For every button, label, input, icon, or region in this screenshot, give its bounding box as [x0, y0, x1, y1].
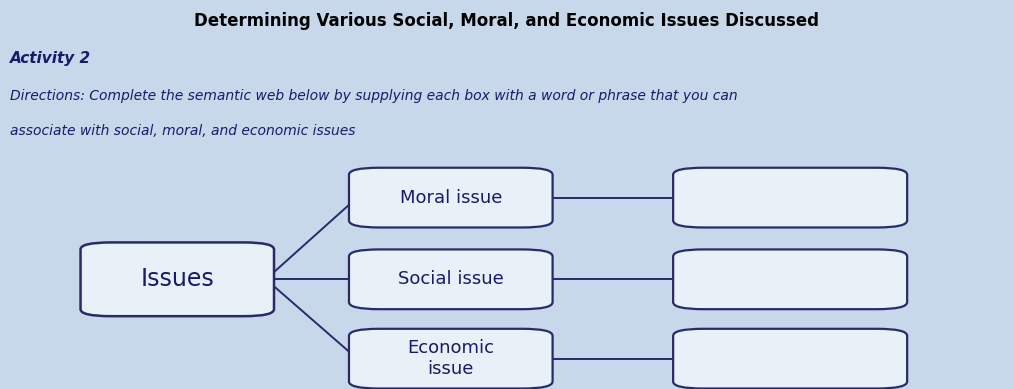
FancyBboxPatch shape [348, 168, 553, 228]
FancyBboxPatch shape [80, 242, 274, 316]
Text: Directions: Complete the semantic web below by supplying each box with a word or: Directions: Complete the semantic web be… [10, 89, 737, 103]
Text: Social issue: Social issue [398, 270, 503, 288]
Text: Economic
issue: Economic issue [407, 339, 494, 378]
FancyBboxPatch shape [673, 249, 908, 309]
FancyBboxPatch shape [673, 168, 908, 228]
FancyBboxPatch shape [673, 329, 908, 389]
Text: Activity 2: Activity 2 [10, 51, 91, 66]
FancyBboxPatch shape [348, 329, 553, 389]
Text: Moral issue: Moral issue [399, 189, 502, 207]
Text: Determining Various Social, Moral, and Economic Issues Discussed: Determining Various Social, Moral, and E… [194, 12, 819, 30]
FancyBboxPatch shape [348, 249, 553, 309]
Text: Issues: Issues [141, 267, 214, 291]
Text: associate with social, moral, and economic issues: associate with social, moral, and econom… [10, 124, 356, 138]
